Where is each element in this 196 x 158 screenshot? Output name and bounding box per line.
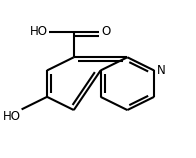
Text: O: O — [101, 25, 110, 38]
Text: HO: HO — [30, 25, 48, 38]
Text: HO: HO — [3, 110, 21, 123]
Text: N: N — [157, 64, 166, 77]
